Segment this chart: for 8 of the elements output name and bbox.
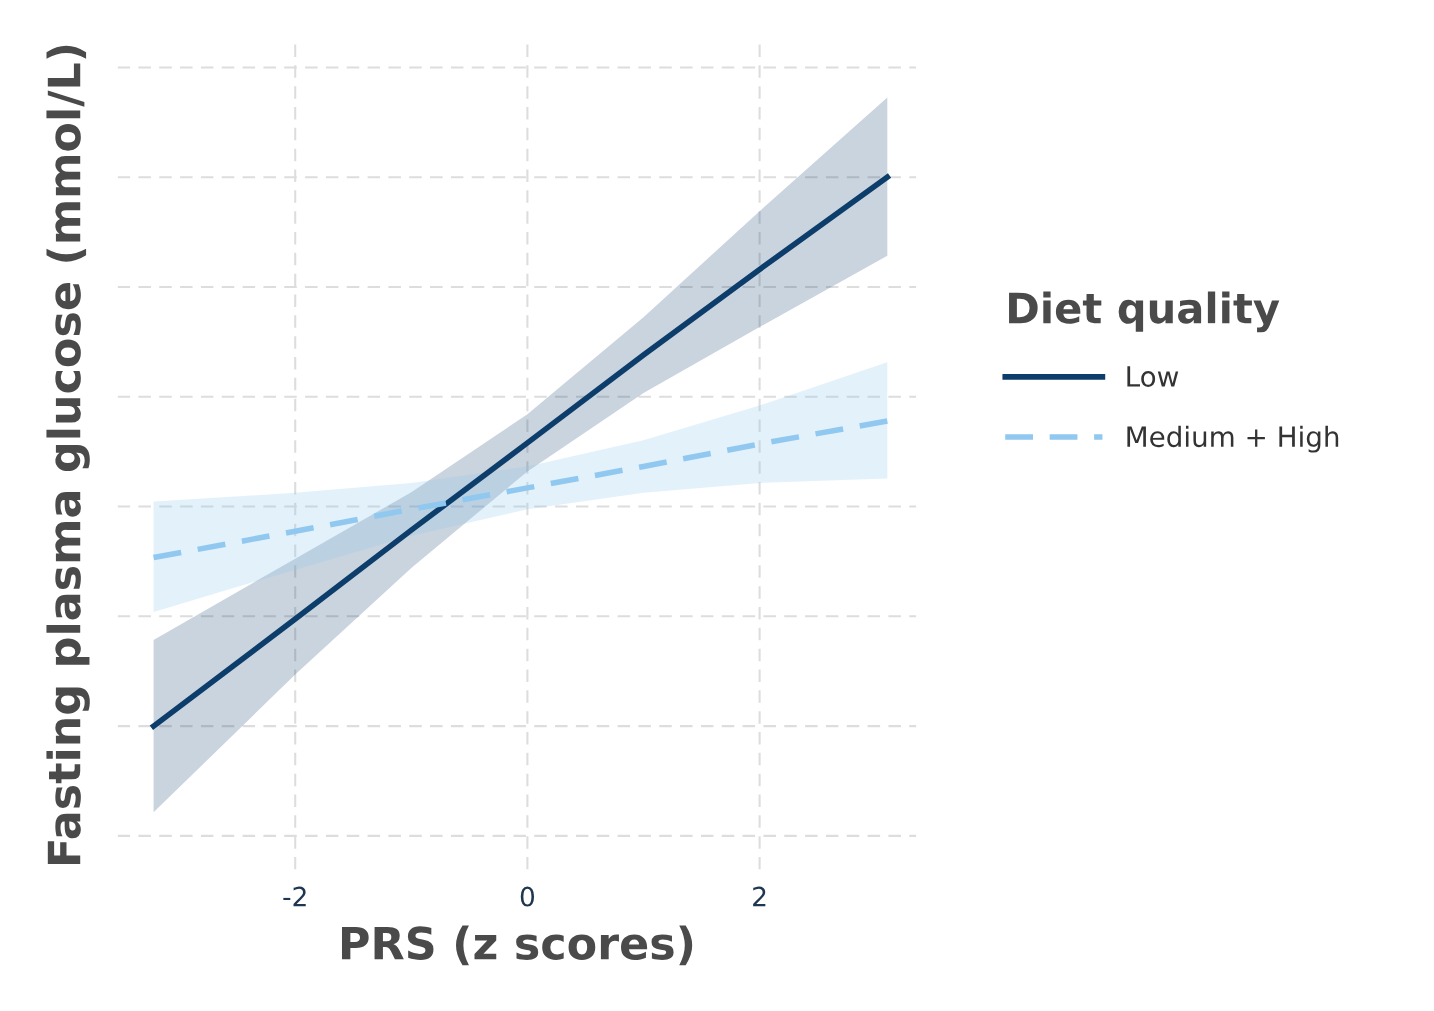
x-tick-label: 2 (753, 886, 766, 907)
x-tick-label: 0 (520, 886, 535, 907)
legend-title: Diet quality (1009, 291, 1280, 333)
legend-label: Low (1127, 366, 1179, 387)
x-tick-label: -2 (283, 886, 306, 907)
legend-label: Medium + High (1127, 425, 1339, 453)
x-axis-title: PRS (z scores) (342, 925, 693, 966)
y-axis-title: Fasting plasma glucose (mmol/L) (46, 45, 90, 864)
